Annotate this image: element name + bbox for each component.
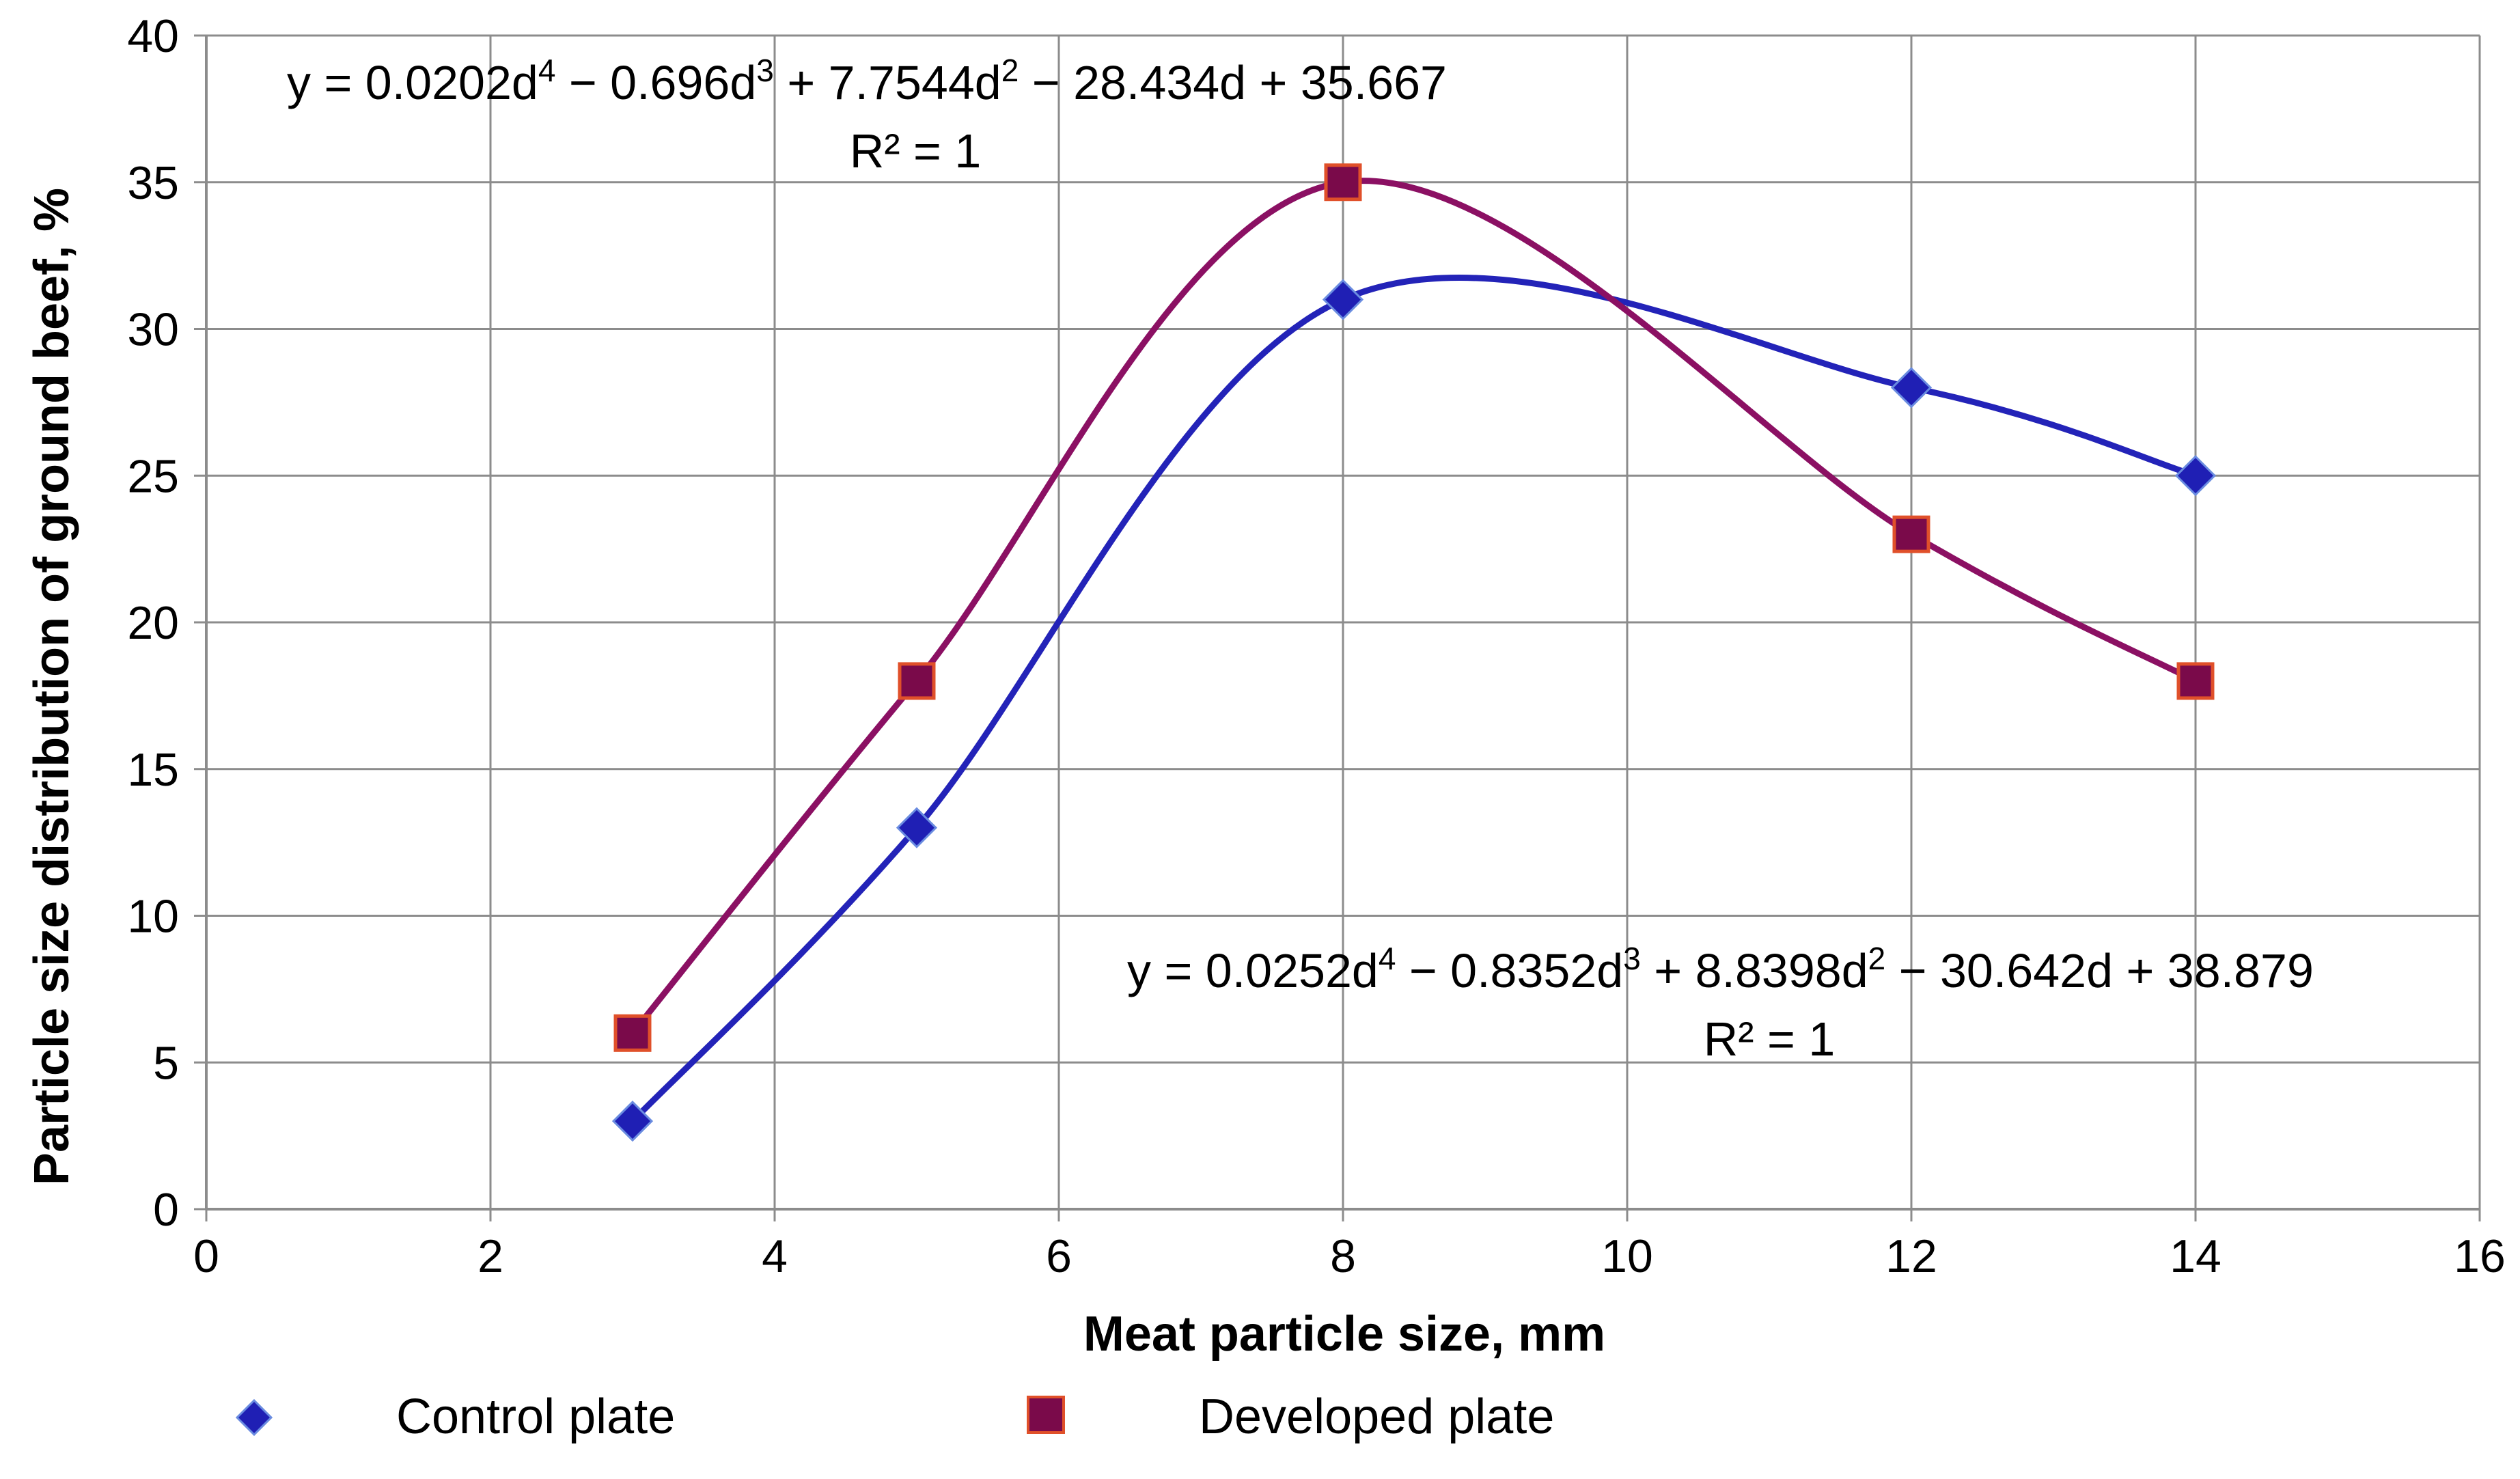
control-r2: R² = 1 — [1704, 1012, 1836, 1066]
x-tick-label: 4 — [762, 1230, 788, 1282]
x-tick-label: 10 — [1601, 1230, 1653, 1282]
developed-r2: R² = 1 — [850, 124, 982, 178]
y-tick-label: 5 — [153, 1037, 179, 1089]
data-point-developed — [1892, 515, 1930, 553]
x-tick-label: 12 — [1885, 1230, 1937, 1282]
tick-labels: 0 2 4 6 8 10 12 14 16 0 5 10 15 20 25 30 35 40 — [127, 10, 2505, 1282]
y-tick-label: 15 — [127, 744, 179, 796]
legend-label-developed: Developed plate — [1199, 1390, 1554, 1444]
data-point-control — [2174, 455, 2217, 497]
y-tick-label: 0 — [153, 1184, 179, 1236]
data-point-control — [1890, 367, 1933, 409]
y-tick-label: 25 — [127, 450, 179, 502]
x-tick-label: 6 — [1046, 1230, 1072, 1282]
x-axis-title: Meat particle size, mm — [1083, 1307, 1605, 1361]
y-tick-label: 10 — [127, 891, 179, 943]
x-tick-label: 16 — [2454, 1230, 2506, 1282]
series-markers — [611, 163, 2217, 1142]
control-equation: y = 0.0252d4 − 0.8352d3 + 8.8398d2 − 30.… — [1127, 941, 2314, 997]
x-tick-label: 14 — [2170, 1230, 2221, 1282]
data-point-developed — [2176, 662, 2215, 700]
data-point-control — [1322, 279, 1364, 320]
legend-item-developed: Developed plate — [1027, 1390, 1554, 1444]
legend-square-marker — [1027, 1396, 1065, 1434]
data-point-developed — [1324, 163, 1362, 202]
data-point-developed — [898, 662, 936, 700]
x-tick-label: 2 — [477, 1230, 503, 1282]
y-tick-label: 40 — [127, 10, 179, 62]
legend: Control plate Developed plate — [235, 1390, 1554, 1444]
y-tick-label: 35 — [127, 157, 179, 209]
legend-item-control: Control plate — [235, 1390, 675, 1444]
x-tick-label: 8 — [1330, 1230, 1356, 1282]
legend-diamond-marker — [235, 1398, 273, 1437]
axes — [194, 34, 2481, 1221]
data-point-control — [896, 807, 938, 848]
y-tick-label: 30 — [127, 304, 179, 356]
developed-equation: y = 0.0202d4 − 0.696d3 + 7.7544d2 − 28.4… — [287, 53, 1447, 109]
data-point-developed — [613, 1014, 652, 1052]
data-point-control — [611, 1101, 654, 1142]
y-tick-label: 20 — [127, 597, 179, 649]
y-axis-title: Particle size distribution of ground bee… — [25, 188, 79, 1185]
series-line-control — [629, 275, 2199, 1124]
legend-label-control: Control plate — [396, 1390, 675, 1444]
x-tick-label: 0 — [193, 1230, 219, 1282]
